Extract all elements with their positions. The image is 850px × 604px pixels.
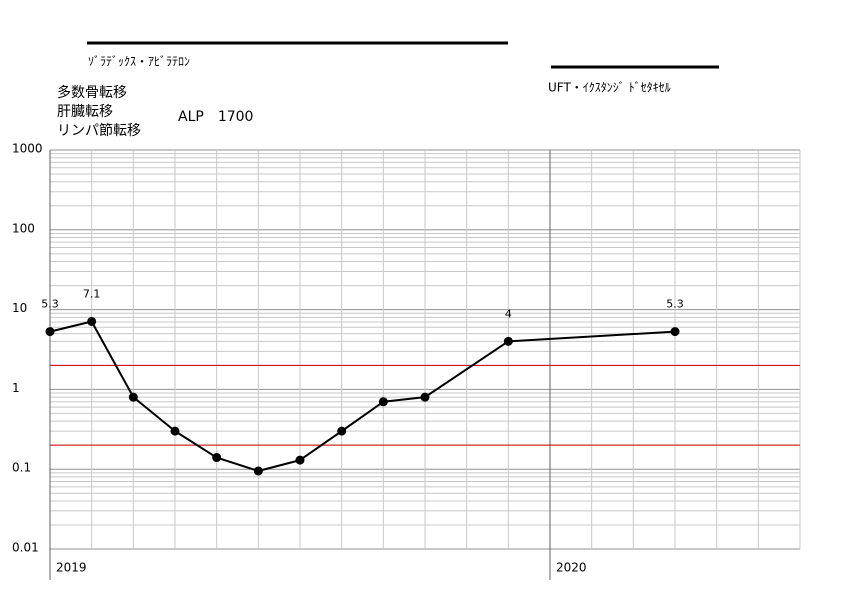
line-segment	[132, 396, 176, 432]
data-point	[45, 327, 55, 337]
data-point	[503, 336, 513, 346]
x-tick-label: 2020	[556, 561, 587, 575]
annotation: UFT・ｲｸｽﾀﾝｼﾞ ﾄﾞｾﾀｷｾﾙ	[548, 81, 671, 95]
line-segment	[299, 430, 343, 461]
y-tick-label: 0.01	[12, 541, 39, 555]
line-segment	[508, 330, 676, 343]
data-point	[253, 466, 263, 476]
y-tick-label: 100	[12, 221, 35, 235]
data-point	[337, 426, 347, 436]
line-segment	[174, 430, 218, 459]
y-tick-label: 10	[12, 301, 27, 315]
line-segment	[216, 456, 259, 472]
y-tick-label: 1	[12, 381, 20, 395]
data-label: 5.3	[41, 298, 59, 311]
x-tick-label: 2019	[56, 561, 87, 575]
data-label: 4	[505, 307, 512, 320]
line-segment	[383, 396, 426, 403]
data-point	[212, 453, 222, 463]
annotation: ｿﾞﾗﾃﾞｯｸｽ・ｱﾋﾞﾗﾃﾛﾝ	[88, 55, 190, 69]
data-label: 5.3	[666, 298, 684, 311]
line-segment	[341, 400, 384, 432]
data-point	[128, 392, 138, 402]
data-point	[295, 455, 305, 465]
y-tick-label: 1000	[12, 142, 43, 156]
annotation: 多数骨転移	[57, 84, 127, 101]
line-segment	[258, 459, 301, 472]
data-point	[87, 316, 97, 326]
data-point	[378, 397, 388, 407]
data-point	[670, 327, 680, 337]
line-segment	[424, 340, 509, 398]
line-segment	[90, 320, 135, 398]
data-point	[420, 392, 430, 402]
data-label: 7.1	[83, 287, 101, 300]
data-point	[170, 426, 180, 436]
line-segment	[49, 320, 92, 333]
annotation: 肝臓転移	[57, 104, 113, 120]
annotation: ALP 1700	[178, 109, 253, 125]
annotation: リンパ節転移	[57, 122, 141, 139]
y-tick-label: 0.1	[12, 461, 31, 475]
